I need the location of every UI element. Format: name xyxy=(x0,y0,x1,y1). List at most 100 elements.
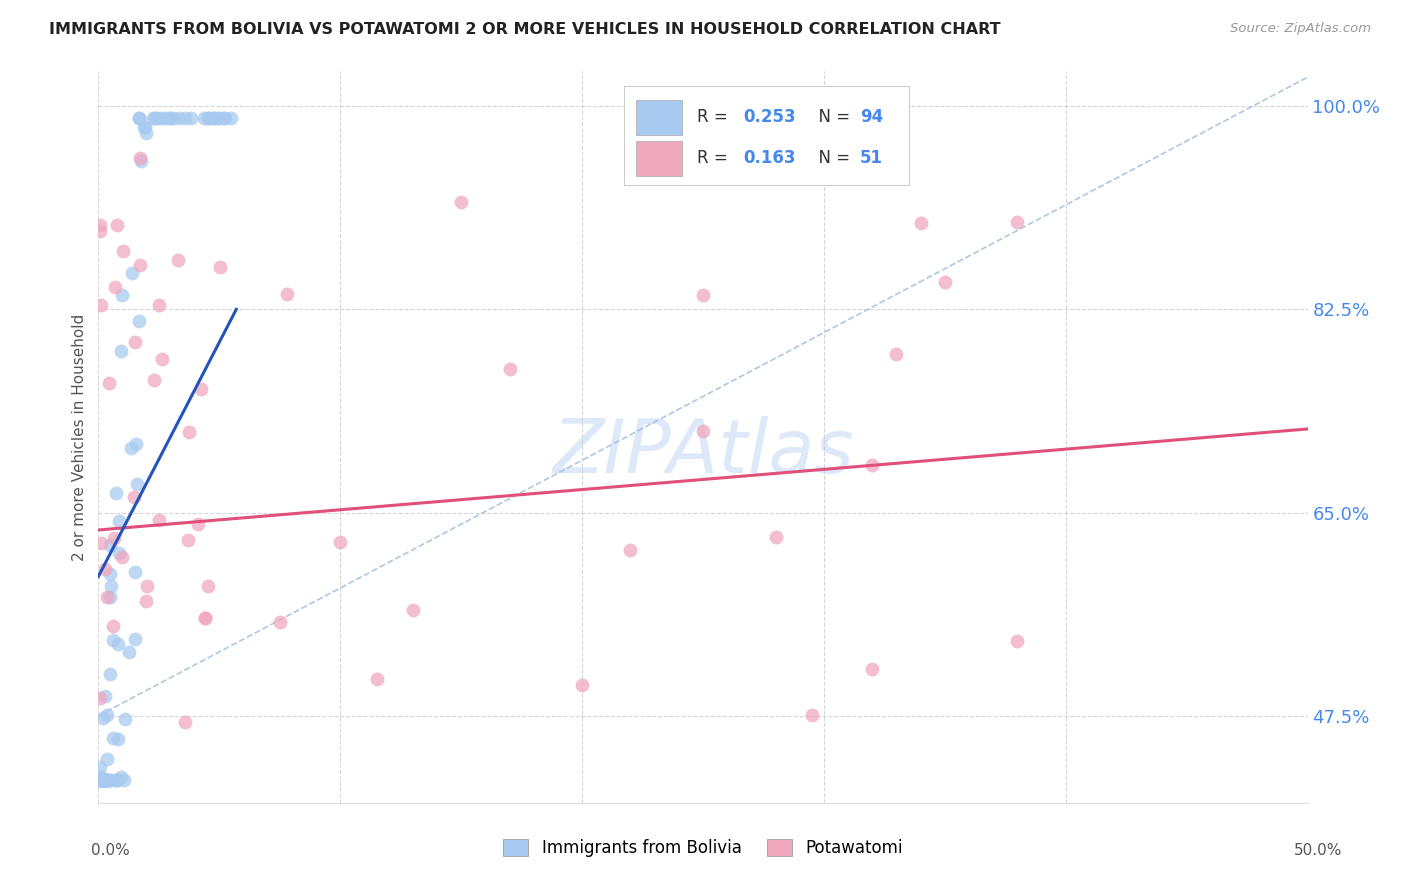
Point xyxy=(103,531,125,545)
Point xyxy=(498,362,520,376)
Point xyxy=(125,437,148,451)
FancyBboxPatch shape xyxy=(637,100,682,135)
Point xyxy=(177,533,200,548)
Point xyxy=(91,772,114,787)
Point xyxy=(209,260,232,274)
Point xyxy=(110,344,132,359)
Point xyxy=(103,731,125,746)
Point xyxy=(136,579,159,593)
Point xyxy=(89,772,111,787)
Point xyxy=(122,490,145,504)
Point xyxy=(619,542,641,557)
Point xyxy=(105,772,128,787)
Point xyxy=(214,111,236,125)
Point xyxy=(124,632,146,646)
Point xyxy=(692,287,714,301)
Point xyxy=(105,218,128,232)
Point xyxy=(96,772,118,787)
Point xyxy=(96,772,118,787)
Point xyxy=(107,637,129,651)
Point xyxy=(135,594,157,608)
Point xyxy=(107,514,129,528)
Point xyxy=(934,275,956,289)
Point xyxy=(90,298,112,312)
Point xyxy=(860,663,883,677)
Point xyxy=(197,579,219,593)
Point xyxy=(152,352,174,367)
Point xyxy=(89,759,111,773)
Point xyxy=(100,579,122,593)
Text: R =: R = xyxy=(697,109,733,127)
Point xyxy=(111,244,134,259)
Point xyxy=(98,590,121,604)
Point xyxy=(128,258,150,272)
Point xyxy=(96,772,118,787)
Point xyxy=(90,772,112,787)
Point xyxy=(105,486,128,500)
Point xyxy=(813,162,835,177)
Point xyxy=(91,772,114,787)
Point xyxy=(135,126,157,140)
Point xyxy=(174,111,197,125)
Point xyxy=(93,772,115,787)
Point xyxy=(91,772,114,787)
Point xyxy=(197,111,219,125)
Point xyxy=(105,772,128,787)
Point xyxy=(93,772,115,787)
Point xyxy=(94,772,117,787)
Text: 0.253: 0.253 xyxy=(742,109,796,127)
Point xyxy=(111,550,134,565)
Point xyxy=(157,111,180,125)
Point xyxy=(89,772,111,787)
Point xyxy=(93,772,115,787)
Point xyxy=(89,772,111,787)
Point xyxy=(104,280,127,294)
Point xyxy=(94,562,117,576)
Point xyxy=(1007,215,1029,229)
Text: R =: R = xyxy=(697,149,733,168)
Point xyxy=(148,512,170,526)
Point xyxy=(129,153,152,168)
Point xyxy=(128,111,150,125)
Point xyxy=(692,425,714,439)
Point xyxy=(89,772,111,787)
Point xyxy=(198,111,221,125)
Point xyxy=(94,689,117,703)
Text: 0.163: 0.163 xyxy=(742,149,796,168)
Point xyxy=(173,714,195,729)
Point xyxy=(98,537,121,551)
Point xyxy=(98,566,121,581)
Point xyxy=(89,772,111,787)
Point xyxy=(276,287,298,301)
Point xyxy=(124,566,146,580)
Point xyxy=(100,772,122,787)
Point xyxy=(128,152,150,166)
Point xyxy=(120,441,142,455)
Point xyxy=(89,772,111,787)
Text: N =: N = xyxy=(808,149,856,168)
Point xyxy=(571,678,593,692)
Point xyxy=(89,772,111,787)
Point xyxy=(142,374,165,388)
Point xyxy=(194,611,217,625)
Point xyxy=(90,772,112,787)
Point xyxy=(97,772,120,787)
Point xyxy=(402,602,425,616)
Point xyxy=(765,529,787,543)
Point xyxy=(105,772,128,787)
Point xyxy=(90,772,112,787)
Point xyxy=(134,120,156,135)
Legend: Immigrants from Bolivia, Potawatomi: Immigrants from Bolivia, Potawatomi xyxy=(496,832,910,864)
Point xyxy=(1007,634,1029,648)
Point xyxy=(96,772,118,787)
Point xyxy=(111,287,134,301)
Point xyxy=(124,334,146,349)
Text: ZIPAtlas: ZIPAtlas xyxy=(553,416,853,488)
Point xyxy=(329,534,352,549)
Point xyxy=(366,673,388,687)
Point xyxy=(90,772,112,787)
Point xyxy=(89,218,111,232)
Point xyxy=(800,707,823,722)
Point xyxy=(96,752,118,766)
Point xyxy=(96,590,118,604)
